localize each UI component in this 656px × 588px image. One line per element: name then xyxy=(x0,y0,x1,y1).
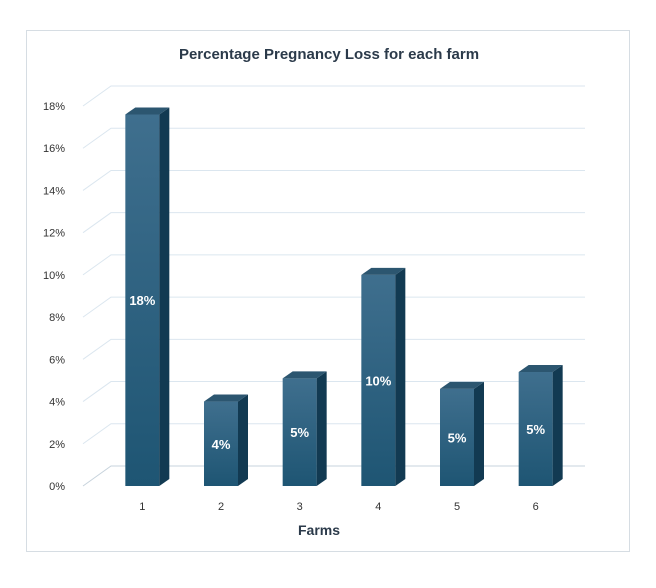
gridline xyxy=(82,423,585,445)
bar-side xyxy=(316,371,327,486)
bar-side xyxy=(238,394,248,486)
bar-3: 5% xyxy=(282,371,327,486)
y-tick-label: 0% xyxy=(49,481,65,493)
bar-side xyxy=(474,381,484,486)
x-axis-title: Farms xyxy=(298,522,340,538)
x-tick-label: 3 xyxy=(297,501,303,513)
data-label: 4% xyxy=(212,437,231,452)
y-tick-label: 4% xyxy=(49,397,65,409)
y-tick-label: 2% xyxy=(49,439,65,451)
data-label: 5% xyxy=(448,430,467,445)
x-tick-label: 5 xyxy=(454,501,460,513)
y-axis-ticks: 0% 2% 4% 6% 8% 10% 12% 14% 16% 18% xyxy=(43,101,65,493)
bar-5: 5% xyxy=(440,381,484,486)
data-label: 5% xyxy=(526,422,545,437)
bar-2: 4% xyxy=(204,394,248,486)
x-tick-label: 6 xyxy=(533,501,539,513)
gridline xyxy=(82,254,585,276)
bar-top xyxy=(125,107,170,115)
bar-4: 10% xyxy=(361,267,406,486)
bar-side xyxy=(159,107,170,486)
bar-front xyxy=(361,274,396,486)
bar-side xyxy=(552,365,563,486)
gridline xyxy=(82,296,585,318)
bar-1: 18% xyxy=(125,107,170,486)
x-tick-label: 1 xyxy=(139,501,145,513)
gridline xyxy=(82,338,585,360)
y-tick-label: 14% xyxy=(43,185,65,197)
bar-front xyxy=(440,388,474,486)
chart-frame: Percentage Pregnancy Loss for each farm … xyxy=(26,30,630,552)
bar-top xyxy=(282,371,327,379)
gridline xyxy=(82,169,585,191)
bar-front xyxy=(125,114,160,486)
bar-front xyxy=(204,401,238,486)
data-label: 5% xyxy=(290,425,309,440)
bar-top xyxy=(440,381,484,389)
bars: 18% 4% 5% 10% 5% 5% xyxy=(125,107,563,486)
bar-chart: Percentage Pregnancy Loss for each farm … xyxy=(43,46,585,538)
y-tick-label: 6% xyxy=(49,354,65,366)
data-label: 18% xyxy=(129,293,155,308)
bar-front xyxy=(518,372,553,486)
y-tick-label: 16% xyxy=(43,143,65,155)
y-tick-label: 10% xyxy=(43,270,65,282)
y-tick-label: 12% xyxy=(43,228,65,240)
gridline xyxy=(82,85,585,107)
x-axis-ticks: 1 2 3 4 5 6 xyxy=(139,501,538,513)
gridlines xyxy=(82,85,585,487)
data-label: 10% xyxy=(365,373,391,388)
y-tick-label: 8% xyxy=(49,312,65,324)
gridline xyxy=(82,127,585,149)
x-tick-label: 2 xyxy=(218,501,224,513)
gridline xyxy=(82,212,585,234)
chart-title: Percentage Pregnancy Loss for each farm xyxy=(179,46,479,63)
gridline xyxy=(82,465,585,487)
x-tick-label: 4 xyxy=(375,501,381,513)
bar-top xyxy=(518,365,563,372)
bar-top xyxy=(204,394,248,402)
y-tick-label: 18% xyxy=(43,101,65,113)
bar-side xyxy=(395,267,406,486)
bar-6: 5% xyxy=(518,365,563,486)
bar-top xyxy=(361,267,406,275)
bar-front xyxy=(282,378,317,486)
gridline xyxy=(82,381,585,402)
